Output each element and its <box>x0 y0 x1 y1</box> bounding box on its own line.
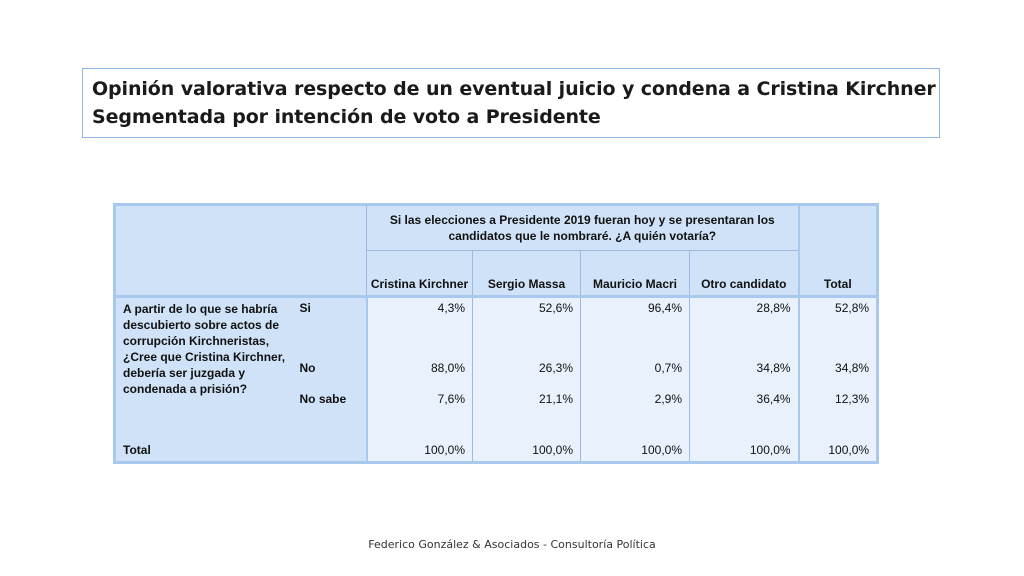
row-label-si: Si <box>296 295 367 345</box>
column-header-otro: Otro candidato <box>688 250 799 297</box>
table-cell: 0,7% <box>580 344 690 392</box>
table-cell: 100,0% <box>580 438 690 464</box>
row-label-no: No <box>296 344 367 392</box>
table-cell: 34,8% <box>688 344 799 392</box>
table-cell: 96,4% <box>580 295 690 345</box>
title-box: Opinión valorativa respecto de un eventu… <box>82 68 940 138</box>
table-row-no-sabe: No sabe 7,6% 21,1% 2,9% 36,4% 12,3% <box>115 391 880 439</box>
table-cell: 88,0% <box>365 344 473 392</box>
table-cell: 100,0% <box>688 438 799 464</box>
table-cell: 100,0% <box>797 438 880 464</box>
table-row-total: Total 100,0% 100,0% 100,0% 100,0% 100,0% <box>113 438 880 464</box>
table-cell: 4,3% <box>365 295 473 345</box>
table-cell: 100,0% <box>365 438 473 464</box>
page-subtitle: Segmentada por intención de voto a Presi… <box>92 106 601 128</box>
table-cell: 2,9% <box>580 391 690 439</box>
header-corner <box>113 203 367 297</box>
header-row-2: Cristina Kirchner Sergio Massa Mauricio … <box>115 250 878 297</box>
table-cell: 36,4% <box>688 391 799 439</box>
row-label-total: Total <box>113 438 367 464</box>
page-title: Opinión valorativa respecto de un eventu… <box>92 78 936 100</box>
table-cell: 28,8% <box>688 295 799 345</box>
table-cell: 21,1% <box>472 391 581 439</box>
table-row-si: A partir de lo que se habría descubierto… <box>113 295 880 439</box>
column-header-massa: Sergio Massa <box>472 250 581 297</box>
table-cell: 52,6% <box>472 295 581 345</box>
table-cell: 100,0% <box>472 438 581 464</box>
question-cell: A partir de lo que se habría descubierto… <box>113 295 297 439</box>
table-cell: 52,8% <box>797 295 880 345</box>
column-header-total: Total <box>797 203 880 297</box>
column-header-macri: Mauricio Macri <box>580 250 690 297</box>
table-cell: 12,3% <box>797 391 880 439</box>
header-row-1: Si las elecciones a Presidente 2019 fuer… <box>113 203 880 297</box>
crosstab-table: Si las elecciones a Presidente 2019 fuer… <box>113 203 880 464</box>
footer-credit: Federico González & Asociados - Consulto… <box>368 538 656 551</box>
table-cell: 7,6% <box>365 391 473 439</box>
table-cell: 34,8% <box>797 344 880 392</box>
row-label-no-sabe: No sabe <box>296 391 367 439</box>
group-header: Si las elecciones a Presidente 2019 fuer… <box>365 203 799 251</box>
table-row-no: No 88,0% 26,3% 0,7% 34,8% 34,8% <box>115 344 880 392</box>
column-header-cristina: Cristina Kirchner <box>366 250 473 297</box>
table-cell: 26,3% <box>472 344 581 392</box>
